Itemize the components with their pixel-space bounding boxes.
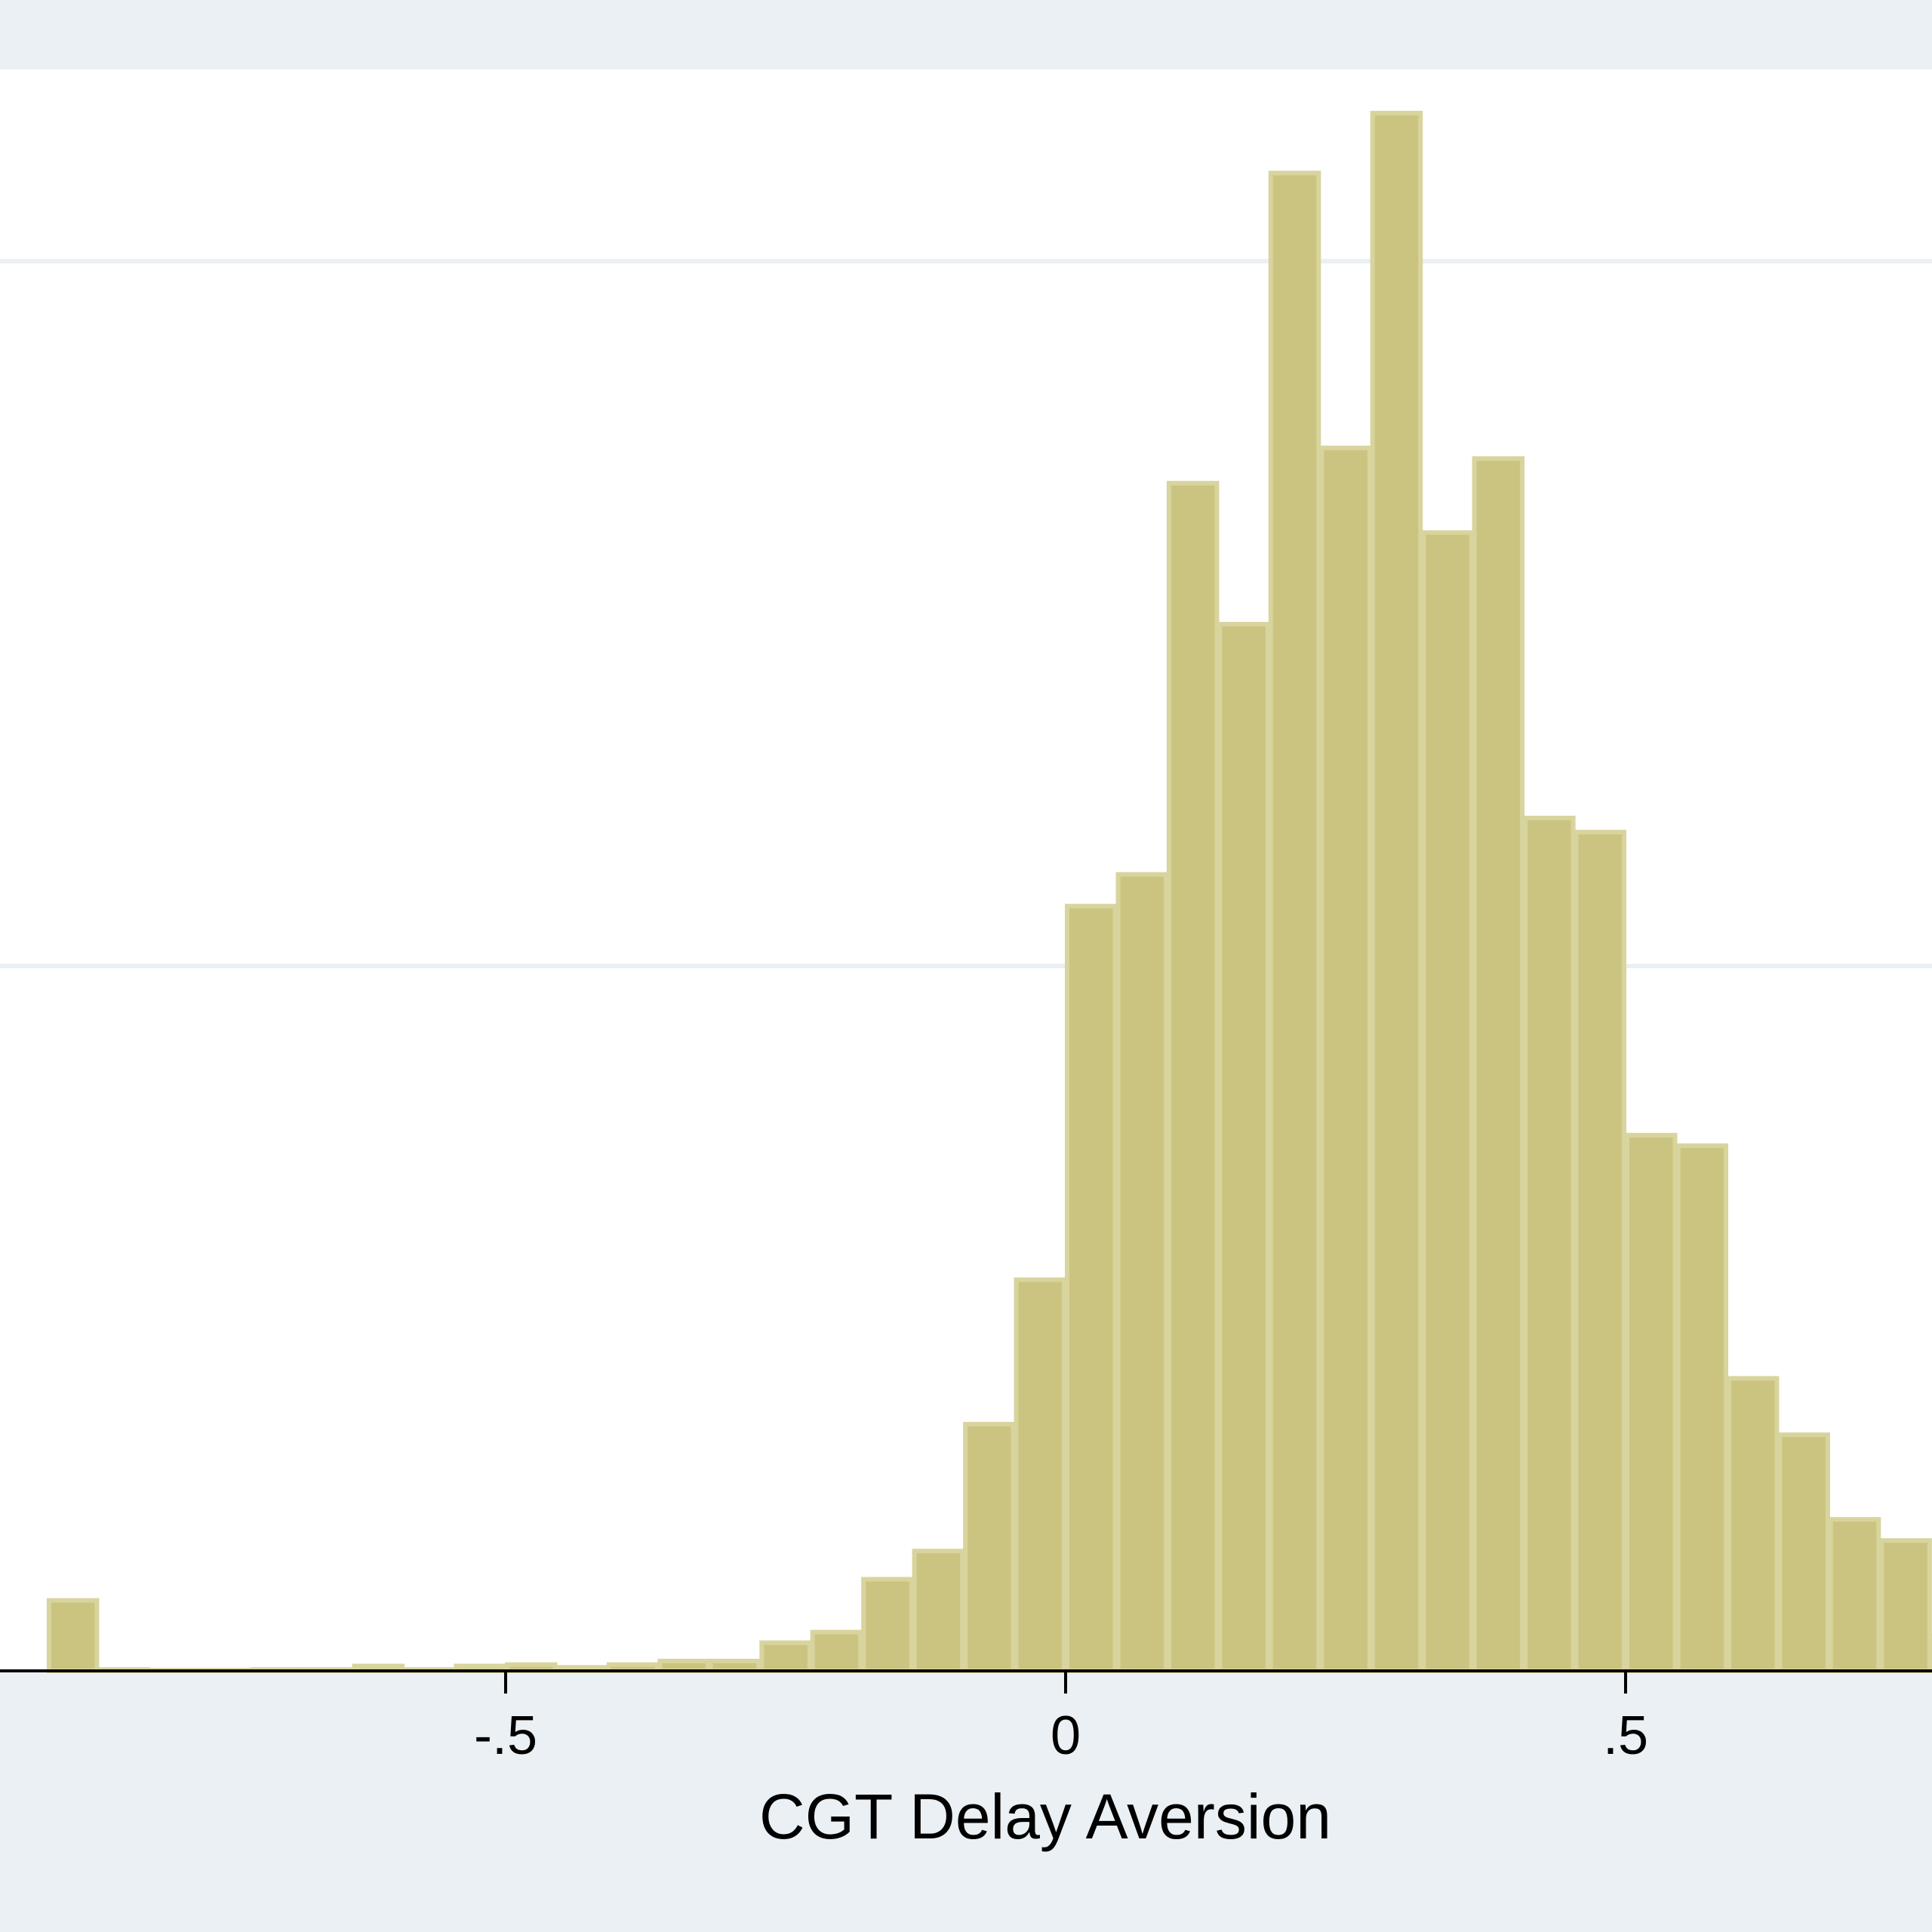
- histogram-bar-37: [1879, 1538, 1932, 1673]
- histogram-bar-29: [1472, 456, 1525, 1673]
- histogram-bar-1: [46, 1598, 100, 1674]
- x-axis-title: CGT Delay Aversion: [759, 1781, 1331, 1852]
- histogram-bar-28: [1421, 530, 1474, 1674]
- histogram-bar-19: [963, 1422, 1016, 1673]
- x-tick-label-1: -.5: [474, 1706, 537, 1766]
- histogram-bar-18: [912, 1549, 965, 1673]
- histogram-bar-34: [1726, 1376, 1780, 1673]
- histogram-bar-31: [1574, 829, 1627, 1673]
- histogram-bar-26: [1319, 445, 1372, 1673]
- histogram-bar-27: [1370, 110, 1423, 1673]
- x-tick-label-2: 0: [1051, 1706, 1081, 1766]
- histogram-bar-30: [1523, 815, 1576, 1673]
- histogram-bar-16: [810, 1629, 863, 1673]
- histogram-bar-24: [1217, 622, 1270, 1673]
- histogram-bar-33: [1675, 1143, 1729, 1674]
- histogram-bar-21: [1065, 903, 1118, 1673]
- histogram-bar-15: [759, 1640, 812, 1673]
- histogram-bar-20: [1014, 1277, 1067, 1673]
- histogram-bar-36: [1828, 1517, 1881, 1673]
- x-tick-label-3: .5: [1603, 1706, 1648, 1766]
- histogram-bar-25: [1268, 171, 1321, 1673]
- histogram-bar-35: [1777, 1432, 1830, 1673]
- histogram-bar-17: [861, 1577, 914, 1674]
- histogram-bar-32: [1625, 1133, 1678, 1674]
- x-axis-ticks: -.5 0 .5: [474, 1671, 1648, 1766]
- histogram-bar-22: [1115, 872, 1169, 1673]
- histogram-bar-23: [1166, 481, 1220, 1674]
